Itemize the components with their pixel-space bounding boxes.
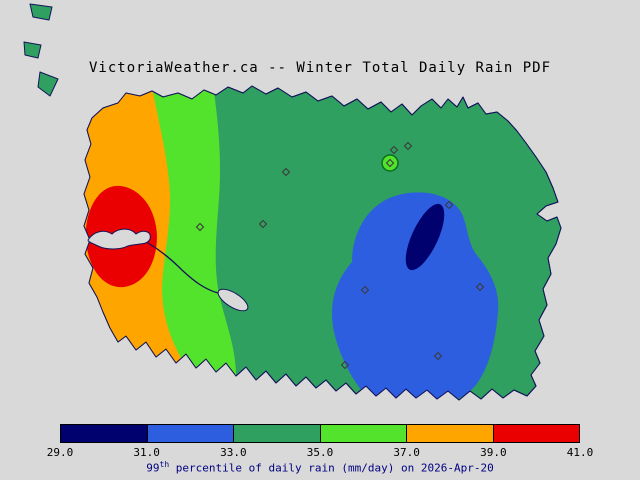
highlighted-station-circle (381, 154, 399, 172)
harbour-inlet (87, 228, 151, 250)
station-marker (444, 200, 454, 210)
colorbar-tick: 31.0 (133, 446, 160, 459)
caption-text: percentile of daily rain (mm/day) on 202… (169, 461, 494, 475)
station-marker (433, 351, 443, 361)
colorbar-tick: 41.0 (566, 446, 594, 459)
station-marker (195, 222, 205, 232)
colorbar-tick: 29.0 (46, 446, 74, 459)
colorbar-tick: 37.0 (393, 446, 420, 459)
colorbar (60, 424, 580, 443)
island-fragment (37, 71, 59, 97)
highlighted-station-marker (385, 158, 395, 168)
station-markers (195, 141, 485, 370)
contour-region-31-33 (332, 192, 499, 400)
colorbar-ticks: 29.0 31.0 33.0 35.0 37.0 39.0 41.0 (47, 446, 594, 459)
colorbar-tick: 35.0 (306, 446, 334, 459)
colorbar-segment-39.0-41.0 (492, 425, 579, 442)
colorbar-tick: 33.0 (220, 446, 247, 459)
caption-percentile-value: 99 (146, 461, 160, 475)
page-title: VictoriaWeather.ca -- Winter Total Daily… (88, 60, 551, 76)
contour-region-29-31 (405, 203, 445, 271)
station-marker (389, 145, 399, 155)
gorge-waterway (147, 242, 219, 294)
colorbar-segment-35.0-37.0 (319, 425, 406, 442)
lagoon-inlet (217, 288, 249, 312)
station-marker (403, 141, 413, 151)
caption-percentile-suffix: th (159, 460, 170, 469)
colorbar-tick: 39.0 (480, 446, 507, 459)
island-fragment (23, 41, 42, 59)
colorbar-segment-33.0-35.0 (233, 425, 320, 442)
station-marker (281, 167, 291, 177)
station-marker (258, 219, 268, 229)
offshore-island-fragments (23, 3, 59, 97)
inlets-and-waterways (87, 228, 249, 312)
coastline-outline (83, 85, 562, 401)
colorbar-segments (61, 425, 579, 442)
colorbar-segment-31.0-33.0 (146, 425, 233, 442)
station-marker (340, 360, 350, 370)
station-marker (475, 282, 485, 292)
colorbar-segment-37.0-39.0 (406, 425, 493, 442)
island-fragment (29, 3, 53, 21)
colorbar-caption: 99th percentile of daily rain (mm/day) o… (0, 460, 640, 475)
colorbar-segment-29.0-31.0 (61, 425, 147, 442)
station-marker (360, 285, 370, 295)
